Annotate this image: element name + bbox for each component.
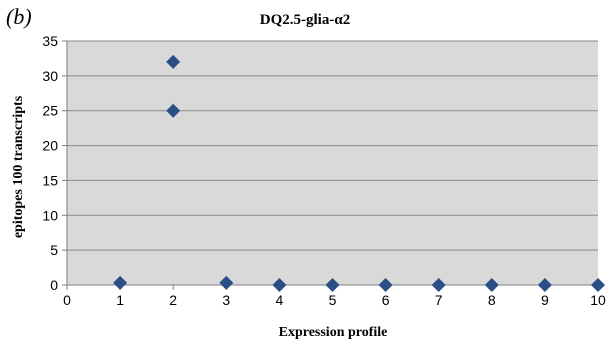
data-point — [113, 275, 128, 290]
data-points — [113, 54, 605, 292]
y-tick-label: 20 — [42, 138, 58, 154]
data-point — [219, 275, 234, 290]
data-point — [325, 278, 340, 292]
x-tick-label: 0 — [63, 292, 71, 308]
data-point — [378, 278, 393, 292]
data-point — [431, 278, 446, 292]
x-tick-label: 1 — [116, 292, 124, 308]
x-tick-label: 7 — [435, 292, 443, 308]
y-axis-label: epitopes 100 transcripts — [11, 95, 26, 238]
x-tick-label: 10 — [590, 292, 606, 308]
y-tick-label: 10 — [42, 207, 58, 223]
x-tick-label: 3 — [222, 292, 230, 308]
data-point — [272, 278, 287, 292]
data-point — [166, 103, 181, 118]
tick-labels: 0 5 10 15 20 25 30 35 0 1 2 3 4 5 6 7 8 9 10 — [42, 33, 606, 308]
plot-area — [67, 41, 598, 285]
y-tick-label: 30 — [42, 68, 58, 84]
y-tick-label: 35 — [42, 33, 58, 49]
panel-label: (b) — [6, 4, 32, 29]
data-point — [537, 278, 552, 292]
gridlines — [67, 40, 598, 251]
y-tick-label: 15 — [42, 172, 58, 188]
x-tick-label: 4 — [276, 292, 284, 308]
x-tick-label: 2 — [169, 292, 177, 308]
chart-title: DQ2.5-glia-α2 — [260, 12, 350, 28]
data-point — [484, 278, 499, 292]
data-point — [166, 54, 181, 69]
x-axis-label: Expression profile — [279, 325, 388, 340]
data-point — [591, 278, 605, 292]
x-tick-label: 6 — [382, 292, 390, 308]
y-tick-label: 5 — [50, 242, 58, 258]
y-tick-label: 25 — [42, 103, 58, 119]
x-tick-label: 5 — [329, 292, 337, 308]
x-tick-label: 8 — [488, 292, 496, 308]
x-tick-label: 9 — [541, 292, 549, 308]
y-tick-label: 0 — [50, 277, 58, 293]
